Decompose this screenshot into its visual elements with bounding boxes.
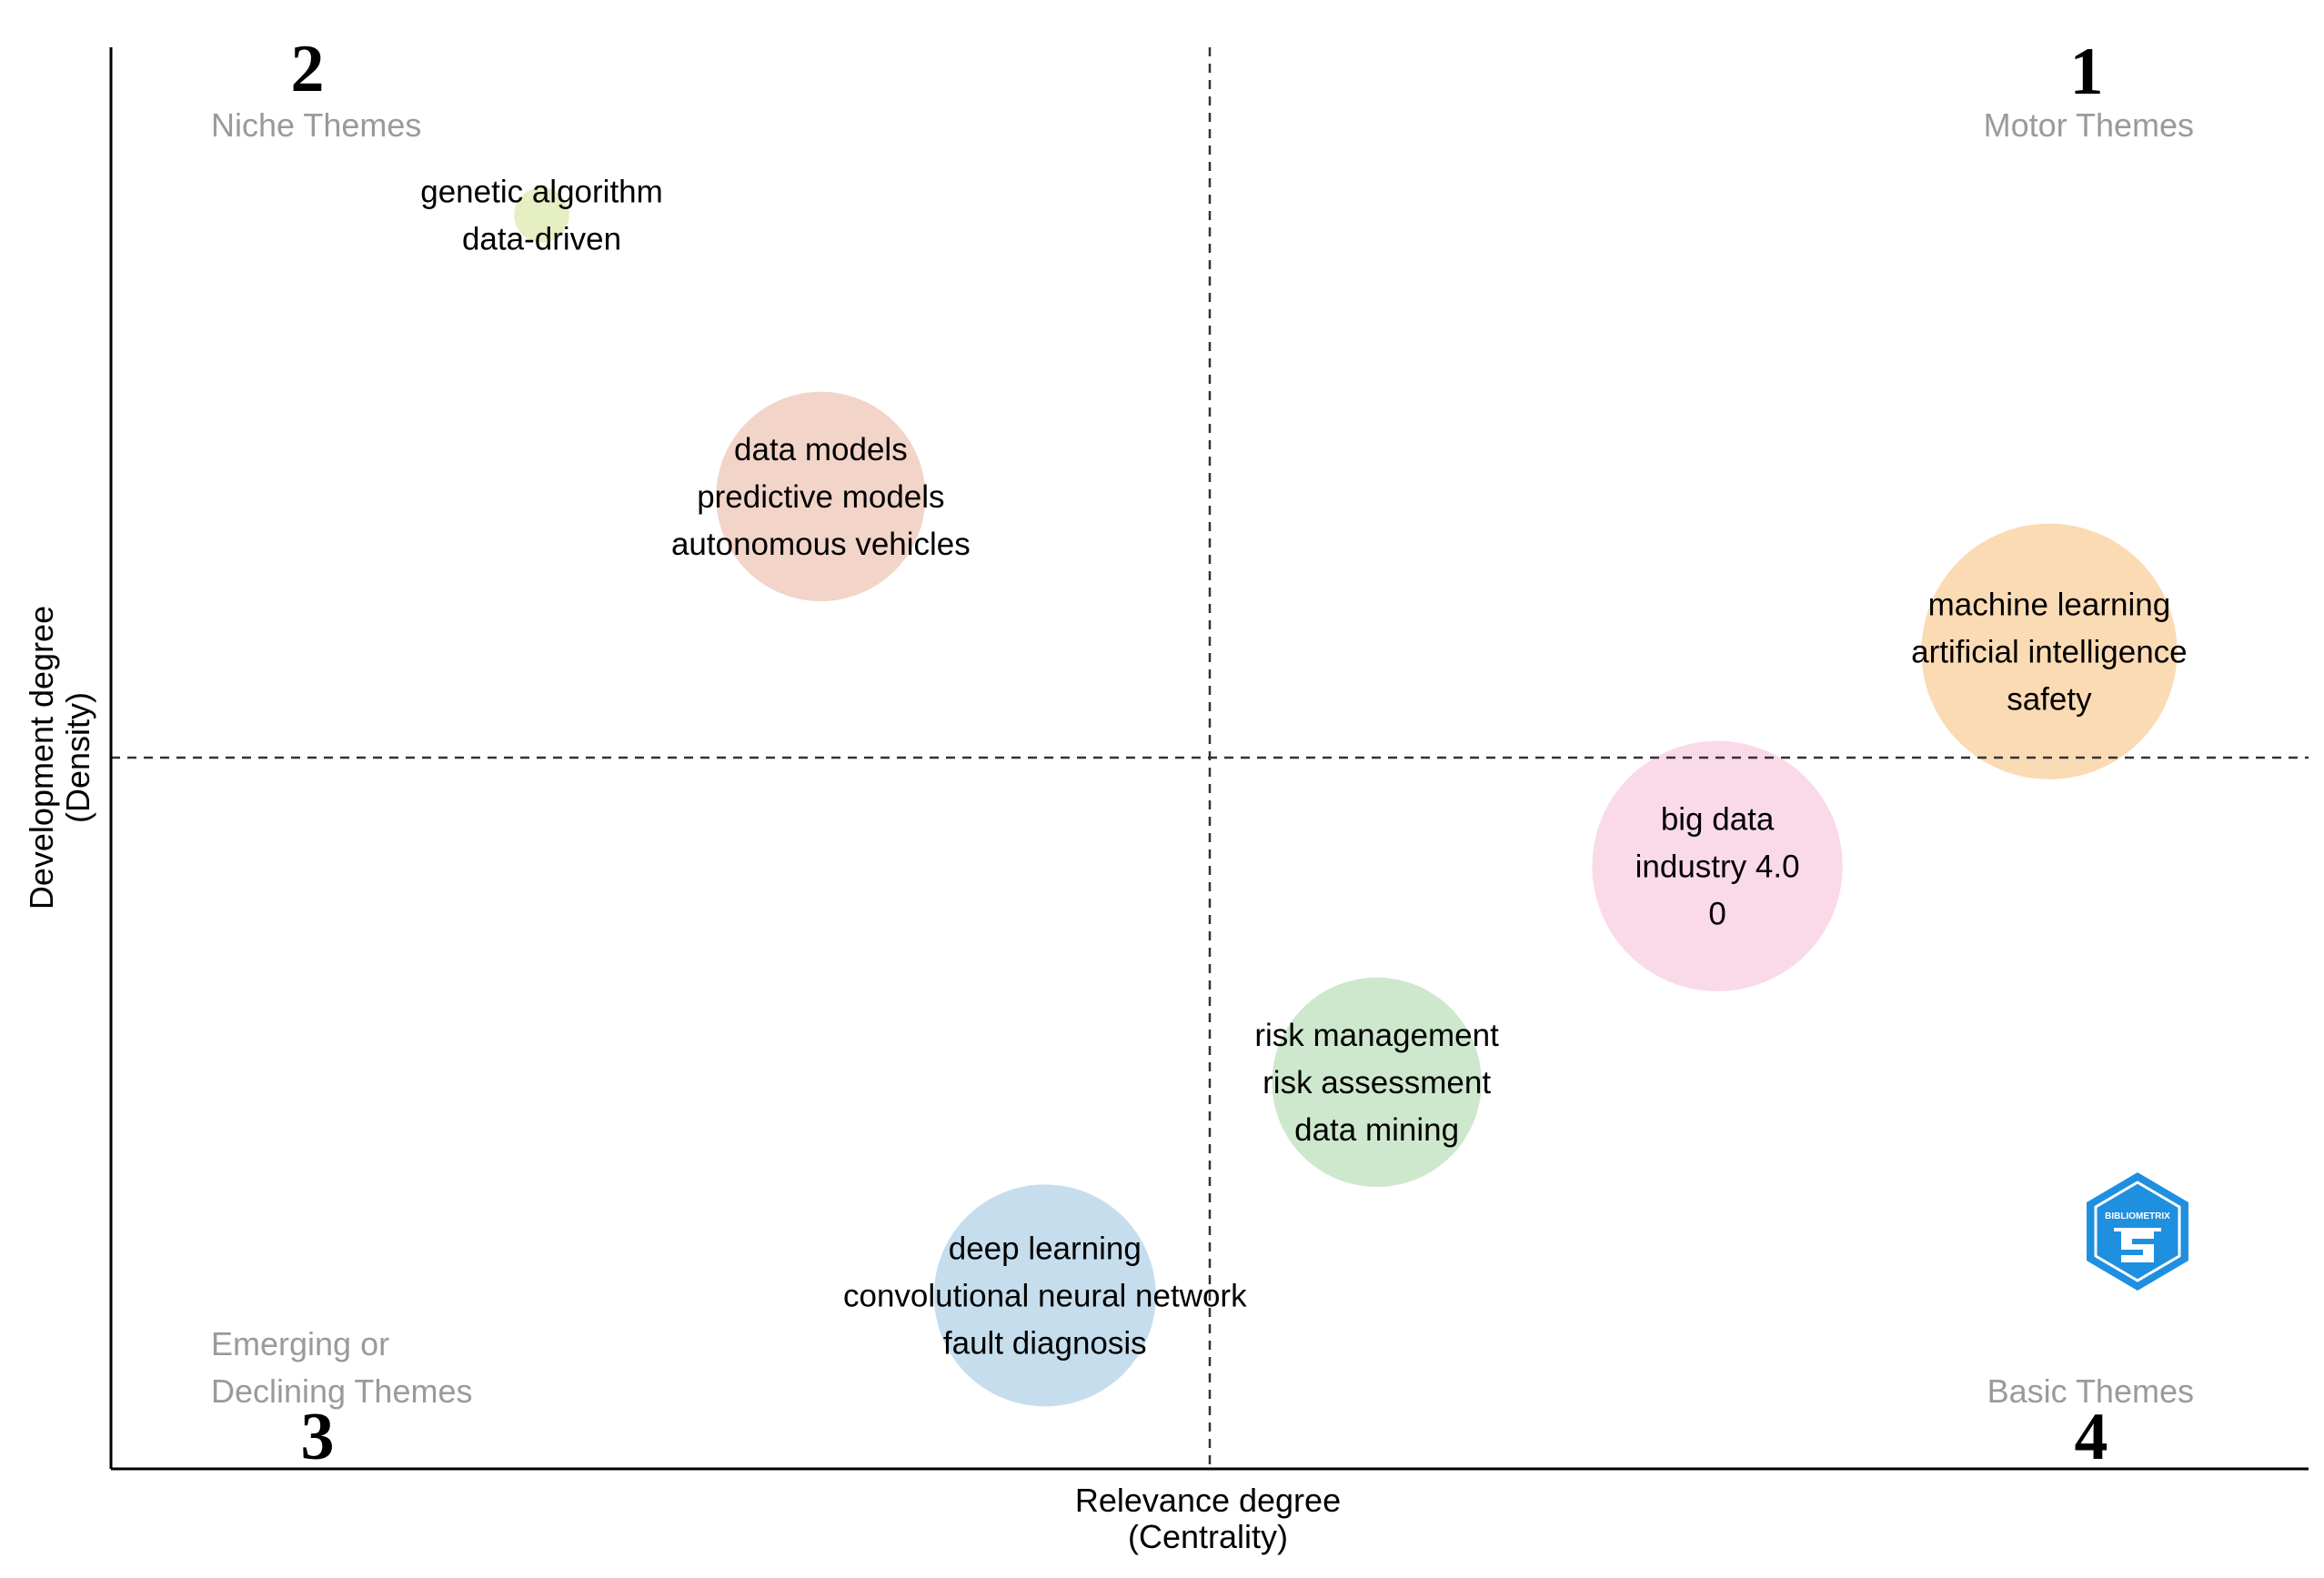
cluster-1-label-0: data models [734,432,908,467]
quadrant-number-3: 3 [301,1400,335,1474]
cluster-5-label-0: deep learning [949,1231,1142,1266]
cluster-0-label-1: data-driven [462,221,621,256]
cluster-labels: genetic algorithm data-driven data models p… [420,174,2187,1361]
cluster-0-label-0: genetic algorithm [420,174,663,209]
cluster-bubble-2 [1921,523,2178,779]
quadrant-name-emerging-line1: Emerging or [211,1325,389,1362]
y-axis-title: Development degree [23,606,60,910]
x-axis-subtitle: (Centrality) [1128,1518,1288,1555]
cluster-3-label-2: 0 [1708,896,1725,931]
x-axis-title: Relevance degree [1075,1482,1341,1519]
bibliometrix-logo: BIBLIOMETRIX [2087,1172,2188,1291]
quadrant-name-niche: Niche Themes [211,106,421,144]
cluster-5-label-1: convolutional neural network [843,1278,1247,1313]
logo-text: BIBLIOMETRIX [2105,1211,2170,1221]
logo-glyph-icon [2121,1231,2154,1262]
cluster-4-label-0: risk management [1254,1018,1499,1053]
quadrant-name-basic: Basic Themes [1987,1372,2194,1410]
cluster-1-label-2: autonomous vehicles [671,527,971,562]
cluster-bubbles [514,187,2178,1407]
cluster-bubble-1 [716,391,926,602]
cluster-3-label-0: big data [1661,801,1775,837]
y-axis-subtitle: (Density) [59,692,96,823]
cluster-5-label-2: fault diagnosis [943,1325,1147,1361]
cluster-2-label-2: safety [2007,681,2092,717]
cluster-2-label-1: artificial intelligence [1911,634,2187,669]
cluster-1-label-1: predictive models [697,479,944,515]
logo-hexagon-inner [2094,1181,2181,1282]
cluster-bubble-3 [1592,740,1843,991]
quadrant-number-1: 1 [2070,35,2104,109]
cluster-bubble-5 [933,1184,1156,1407]
cluster-4-label-2: data mining [1294,1112,1459,1148]
cluster-bubble-0 [514,187,569,243]
quadrant-name-emerging-line2: Declining Themes [211,1372,472,1410]
cluster-3-label-1: industry 4.0 [1635,849,1800,884]
cluster-2-label-0: machine learning [1928,587,2171,622]
quadrant-name-motor: Motor Themes [1984,106,2194,144]
cluster-bubble-4 [1272,977,1482,1188]
quadrant-number-2: 2 [291,32,325,106]
quadrant-number-4: 4 [2075,1400,2108,1474]
logo-glyph-bar [2114,1228,2161,1231]
cluster-4-label-1: risk assessment [1263,1065,1491,1101]
